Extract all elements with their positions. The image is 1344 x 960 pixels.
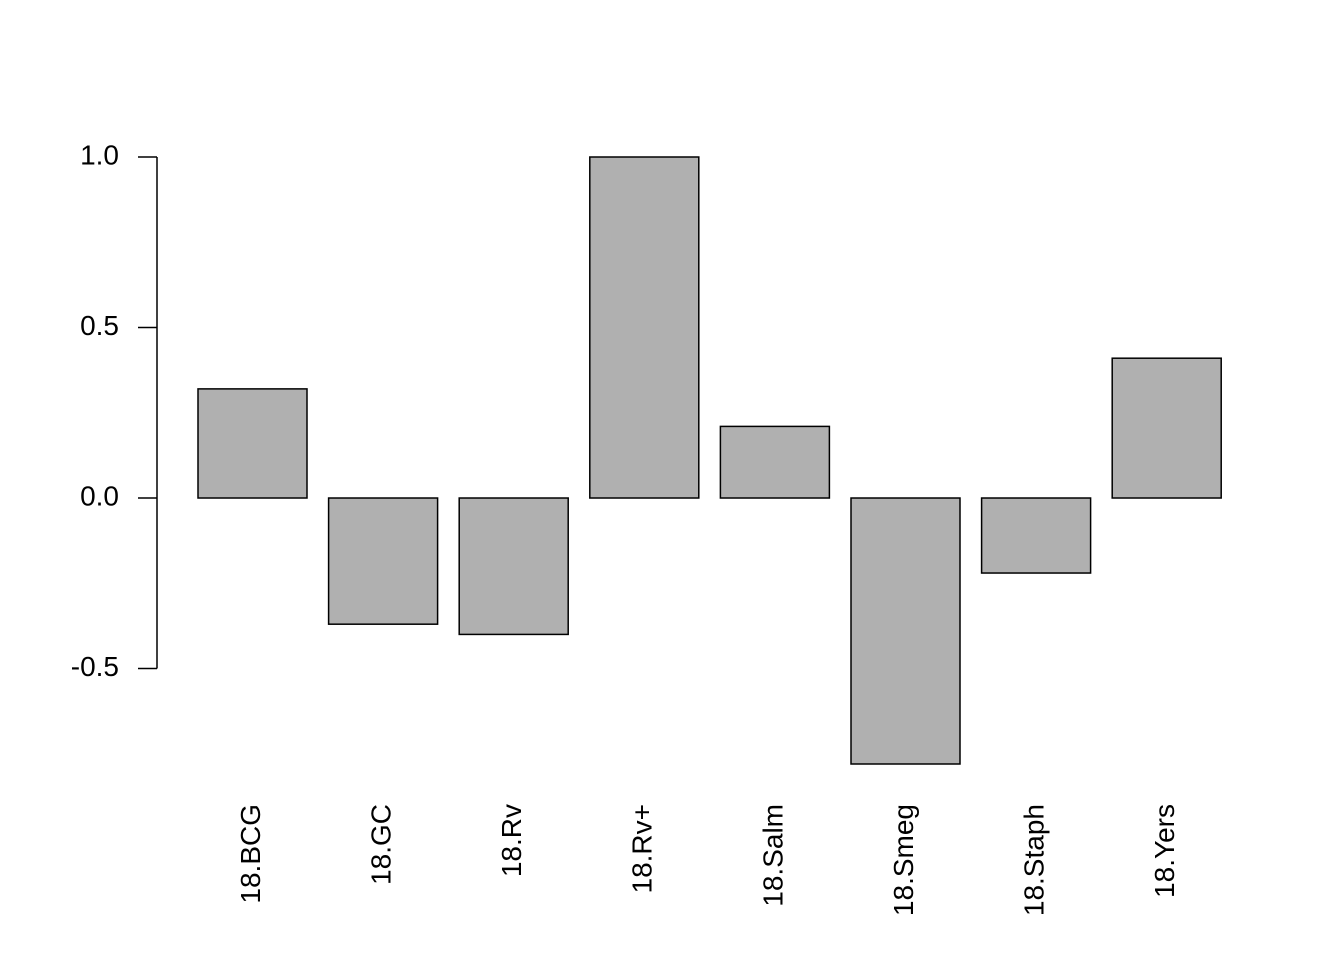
y-tick-label: 0.0 [80,480,119,511]
bar [850,497,961,765]
bar [327,497,439,625]
x-tick-label: 18.GC [365,804,396,885]
bar [719,425,831,499]
bar [1111,357,1222,499]
x-tick-label: 18.Rv+ [627,804,658,894]
x-tick-label: 18.Smeg [888,804,919,916]
bar [197,388,308,499]
y-tick-label: 1.0 [80,139,119,170]
y-tick-label: 0.5 [80,310,119,341]
x-tick-label: 18.Yers [1149,804,1180,898]
x-tick-label: 18.Rv [496,804,527,877]
y-tick-label: -0.5 [71,651,119,682]
x-tick-label: 18.BCG [235,804,266,904]
x-tick-label: 18.Staph [1018,804,1049,916]
bar [458,497,569,636]
bar [589,156,700,499]
bar [980,497,1092,574]
x-tick-label: 18.Salm [757,804,788,907]
